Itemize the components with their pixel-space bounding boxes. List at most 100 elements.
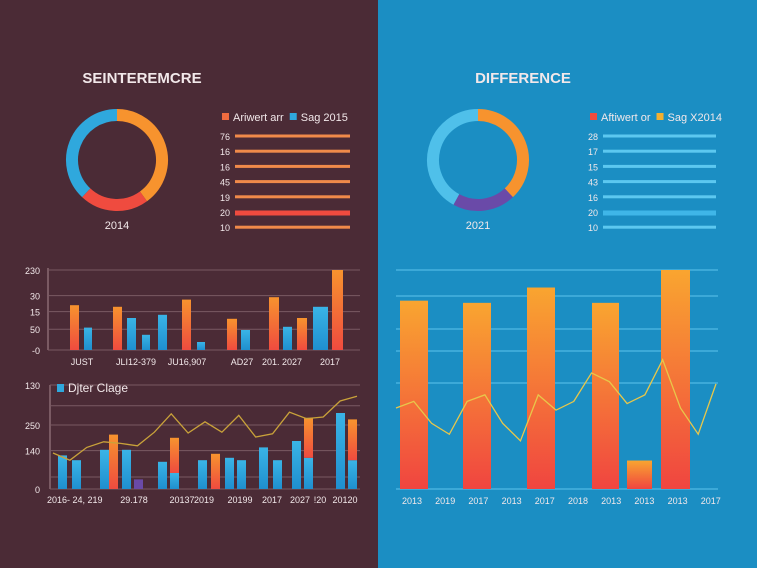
legend-swatch (289, 113, 297, 120)
row-label: 16 (220, 162, 230, 172)
x-tick-label: 20199 (227, 495, 252, 505)
bar-segment (273, 460, 282, 489)
x-tick-label: 2017 (320, 357, 340, 367)
bar (158, 314, 167, 350)
row-bar (235, 225, 350, 229)
bar-segment (170, 473, 179, 489)
bar (527, 287, 555, 489)
bar-segment (58, 455, 67, 489)
row-bar (235, 134, 350, 138)
x-tick-label: 2013 (668, 496, 688, 506)
row-label: 15 (588, 162, 598, 172)
bar (134, 479, 143, 489)
bar (227, 318, 237, 350)
x-tick-label: !20 (314, 495, 327, 505)
bar-segment (304, 417, 313, 458)
trend-line (52, 395, 358, 461)
row-bar (235, 210, 350, 216)
row-label: 20 (588, 208, 598, 218)
x-tick-label: 20120 (332, 495, 357, 505)
legend-swatch (57, 384, 64, 392)
row-label: 16 (220, 147, 230, 157)
bar (313, 306, 328, 350)
bar (297, 318, 307, 350)
donut-label: 2021 (466, 220, 490, 232)
bar-segment (336, 413, 345, 489)
row-label: 43 (588, 178, 598, 188)
legend-swatch (656, 113, 664, 120)
y-tick-label: 230 (25, 266, 40, 276)
x-tick-label: 2016- 24, (47, 495, 85, 505)
row-bar (603, 180, 716, 184)
legend-swatch (590, 113, 597, 120)
bar-segment (259, 447, 268, 489)
row-bar (603, 210, 716, 216)
bar (182, 299, 191, 350)
row-bar (603, 195, 716, 199)
bar-segment (122, 449, 131, 489)
row-label: 76 (220, 132, 230, 142)
bar (661, 270, 690, 489)
donut-slice (453, 188, 513, 211)
row-bar (603, 164, 716, 168)
x-tick-label: 219 (87, 495, 102, 505)
row-label: 16 (588, 193, 598, 203)
bar-segment (211, 453, 220, 489)
x-tick-label: 20137 (169, 495, 194, 505)
bar (127, 318, 136, 350)
x-tick-label: 2017 (701, 496, 721, 506)
bar (463, 302, 491, 489)
donut-slice (116, 109, 168, 202)
row-bar (235, 195, 350, 199)
y-tick-label: 130 (25, 381, 40, 391)
legend-label: Sag 2015 (301, 112, 348, 124)
bar-segment (292, 441, 301, 489)
x-tick-label: AD27 (231, 357, 254, 367)
row-label: 10 (220, 223, 230, 233)
bar (113, 306, 122, 350)
bar-segment (237, 460, 246, 489)
bar (269, 297, 279, 350)
chart-title: SEINTEREMCRE (82, 70, 201, 87)
x-tick-label: 2019 (194, 495, 214, 505)
x-tick-label: 2017 (262, 495, 282, 505)
x-tick-label: 2013 (502, 496, 522, 506)
x-tick-label: JLI12-379 (116, 357, 156, 367)
x-tick-label: 2017 (468, 496, 488, 506)
y-tick-label: 30 (30, 292, 40, 302)
row-label: 28 (588, 132, 598, 142)
x-tick-label: 29.178 (120, 495, 148, 505)
x-tick-label: JUST (71, 357, 94, 367)
x-tick-label: 2027 (290, 495, 310, 505)
row-bar (235, 164, 350, 168)
x-tick-label: 2013 (402, 496, 422, 506)
y-tick-label: 250 (25, 421, 40, 431)
y-tick-label: -0 (32, 346, 40, 356)
legend-label: Sag X2014 (668, 112, 722, 124)
y-tick-label: 140 (25, 447, 40, 457)
bar-segment (225, 457, 234, 489)
bar-segment (158, 461, 167, 489)
row-label: 10 (588, 223, 598, 233)
row-label: 20 (220, 208, 230, 218)
bar-segment (198, 460, 207, 489)
trend-line (395, 358, 717, 442)
legend-label: Djter Clage (68, 381, 128, 395)
y-tick-label: 50 (30, 325, 40, 335)
row-bar (603, 149, 716, 153)
donut-slice (427, 109, 479, 205)
legend-swatch (222, 113, 229, 120)
bar (332, 270, 343, 350)
x-tick-label: JU16,907 (168, 357, 207, 367)
donut-label: 2014 (105, 220, 129, 232)
bar-segment (170, 437, 179, 473)
bar-segment (304, 457, 313, 489)
bar (592, 302, 619, 489)
bar (142, 334, 150, 350)
bar-segment (72, 460, 81, 489)
y-tick-label: 15 (30, 308, 40, 318)
y-tick-label: 0 (35, 485, 40, 495)
donut-slice (477, 109, 529, 198)
row-label: 17 (588, 147, 598, 157)
